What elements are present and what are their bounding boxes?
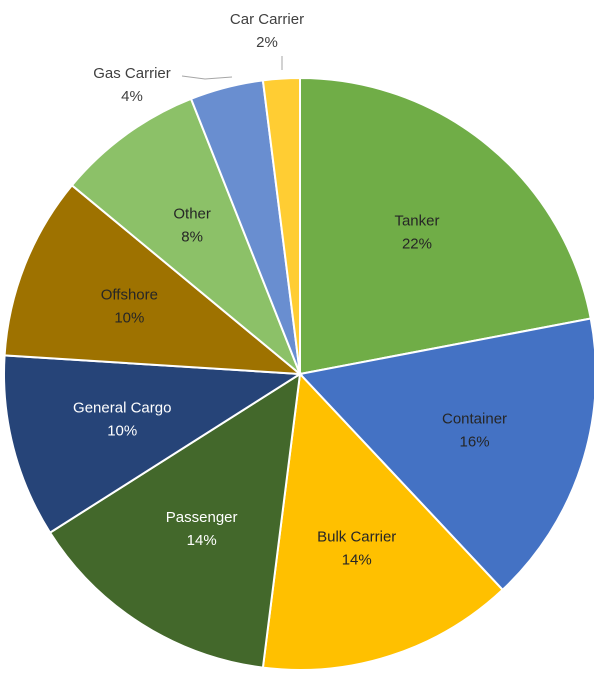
pie-slice xyxy=(261,76,301,375)
slice-label: Offshore xyxy=(101,286,158,303)
slice-label: Passenger xyxy=(166,509,238,526)
pie-slice xyxy=(299,76,592,376)
slice-label: Bulk Carrier xyxy=(317,529,396,546)
slice-value: 8% xyxy=(181,228,203,245)
pie-slice xyxy=(261,371,505,671)
slice-label: Tanker xyxy=(394,213,439,230)
slice-value: 10% xyxy=(114,309,144,326)
slice-label: General Cargo xyxy=(73,400,171,417)
leader-line xyxy=(181,75,233,80)
pie-slice xyxy=(70,97,301,375)
slice-label: Gas Carrier xyxy=(93,65,171,82)
slice-value: 4% xyxy=(121,88,143,105)
slice-value: 2% xyxy=(256,34,278,51)
slice-value: 14% xyxy=(342,552,372,569)
slice-value: 14% xyxy=(187,532,217,549)
pie-slice xyxy=(3,183,304,376)
slice-value: 10% xyxy=(107,423,137,440)
slice-label: Car Carrier xyxy=(230,11,304,28)
slice-label: Container xyxy=(442,411,507,428)
slice-value: 16% xyxy=(460,434,490,451)
slice-label: Other xyxy=(173,205,211,222)
slice-value: 22% xyxy=(402,236,432,253)
pie-slice xyxy=(48,372,302,669)
pie-slice xyxy=(298,317,594,592)
pie-slice xyxy=(3,354,304,534)
